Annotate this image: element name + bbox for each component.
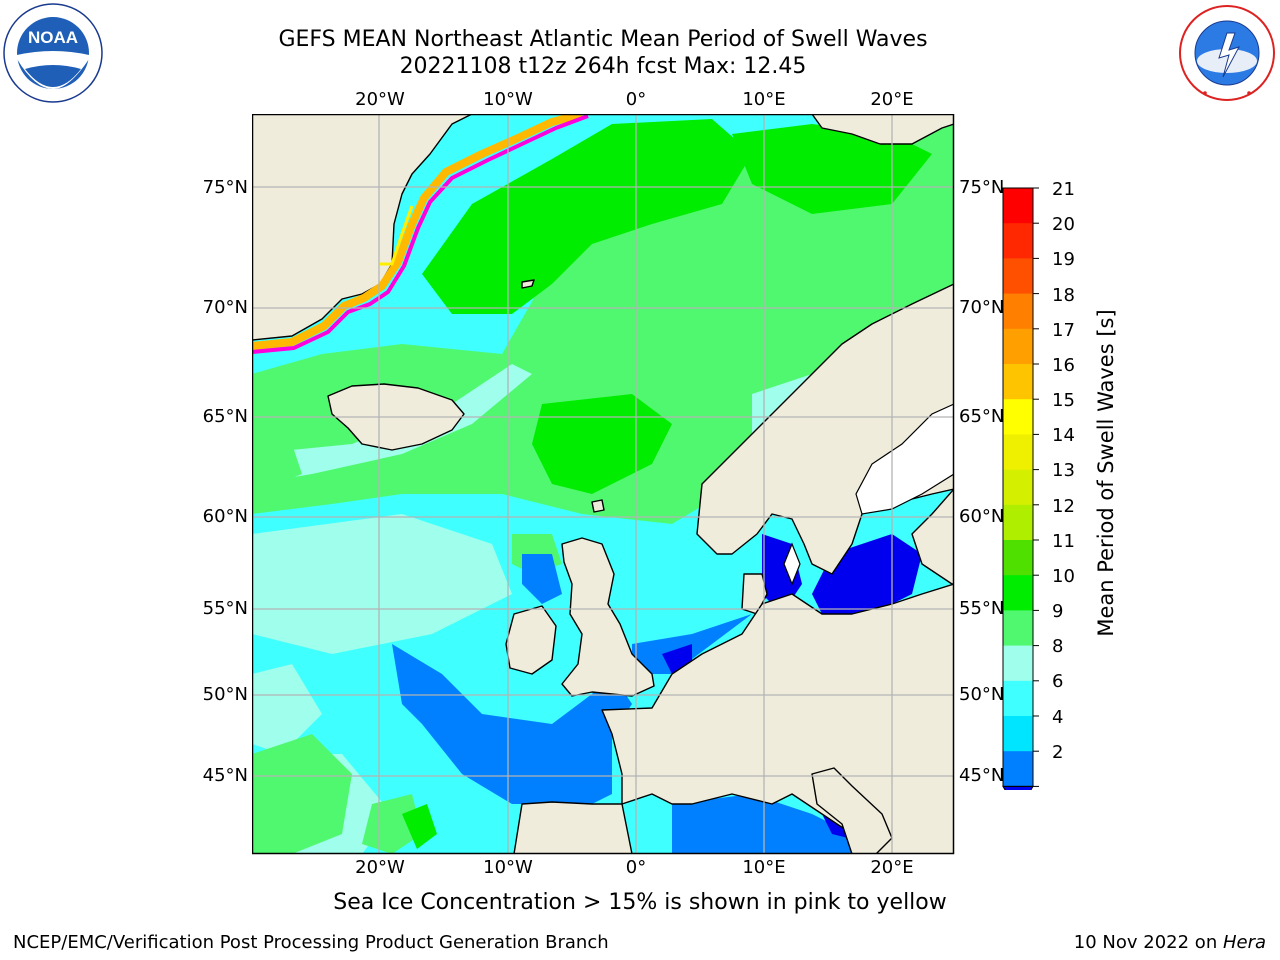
colorbar-tick-15: 15: [1052, 390, 1075, 411]
colorbar-tick-11: 11: [1052, 531, 1075, 552]
map-frame: [252, 114, 955, 855]
colorbar-band-11-12: [1003, 540, 1033, 576]
colorbar-frame: [1002, 187, 1034, 787]
colorbar-band-19-20: [1003, 258, 1033, 295]
footer-date-text: 10 Nov 2022 on: [1073, 932, 1223, 953]
lon-label-top-10w: 10°W: [483, 89, 533, 110]
colorbar-band-20-21: [1003, 223, 1033, 259]
lat-label-right-60n: 60°N: [959, 506, 1005, 527]
lon-label-top-20e: 20°E: [870, 89, 914, 110]
colorbar-band-14-15: [1003, 434, 1033, 471]
colorbar-band-17-18: [1003, 328, 1033, 365]
colorbar: [1002, 187, 1039, 790]
colorbar-band-6-8: [1003, 680, 1033, 717]
colorbar-tick-13: 13: [1052, 460, 1075, 481]
colorbar-band-21-22: [1003, 188, 1033, 224]
lat-label-right-50n: 50°N: [959, 684, 1005, 705]
map-border: [252, 114, 955, 855]
lat-label-right-55n: 55°N: [959, 598, 1005, 619]
svg-text:NOAA: NOAA: [28, 28, 78, 47]
sea-ice-note: Sea Ice Concentration > 15% is shown in …: [333, 890, 947, 915]
lon-label-bottom-10e: 10°E: [742, 857, 786, 878]
lat-label-right-65n: 65°N: [959, 406, 1005, 427]
lat-label-left-45n: 45°N: [202, 765, 248, 786]
lon-label-bottom-0: 0°: [625, 857, 647, 878]
noaa-logo: NOAA: [3, 3, 103, 103]
graticule: [252, 114, 954, 854]
map-field: [252, 114, 954, 854]
colorbar-band-16-17: [1003, 364, 1033, 400]
colorbar-under-extension: [1002, 785, 1034, 790]
lat-label-left-75n: 75°N: [202, 177, 248, 198]
colorbar-tick-19: 19: [1052, 249, 1075, 270]
lakes: [783, 403, 954, 586]
colorbar-band-9-10: [1003, 610, 1033, 647]
lat-label-right-45n: 45°N: [959, 765, 1005, 786]
colorbar-band-10-11: [1003, 575, 1033, 611]
lon-label-top-10e: 10°E: [742, 89, 786, 110]
colorbar-band-18-19: [1003, 293, 1033, 330]
lat-label-left-60n: 60°N: [202, 506, 248, 527]
colorbar-tick-6: 6: [1052, 671, 1064, 692]
lon-label-bottom-10w: 10°W: [483, 857, 533, 878]
colorbar-band-4-6: [1003, 716, 1033, 752]
colorbar-tick-9: 9: [1052, 601, 1064, 622]
footer-date: 10 Nov 2022 on Hera: [1074, 932, 1266, 953]
colorbar-tick-2: 2: [1052, 742, 1064, 763]
title-line-2: 20221108 t12z 264h fcst Max: 12.45: [399, 54, 807, 79]
colorbar-band-2-4: [1003, 751, 1033, 787]
footer-credit: NCEP/EMC/Verification Post Processing Pr…: [13, 932, 609, 953]
lon-label-bottom-20w: 20°W: [355, 857, 405, 878]
sea-ice: [252, 114, 589, 354]
colorbar-title: Mean Period of Swell Waves [s]: [1094, 309, 1118, 637]
lat-label-left-50n: 50°N: [202, 684, 248, 705]
colorbar-band-15-16: [1003, 399, 1033, 435]
title-line-1: GEFS MEAN Northeast Atlantic Mean Period…: [278, 27, 928, 52]
lat-label-right-75n: 75°N: [959, 177, 1005, 198]
lat-label-left-70n: 70°N: [202, 297, 248, 318]
colorbar-band-13-14: [1003, 469, 1033, 506]
colorbar-tick-12: 12: [1052, 496, 1075, 517]
nws-logo: [1178, 4, 1276, 102]
colorbar-band-8-9: [1003, 645, 1033, 682]
colorbar-tick-18: 18: [1052, 285, 1075, 306]
lon-label-top-20w: 20°W: [355, 89, 405, 110]
colorbar-tick-4: 4: [1052, 707, 1064, 728]
lat-label-right-70n: 70°N: [959, 297, 1005, 318]
colorbar-tick-21: 21: [1052, 179, 1075, 200]
footer-host: Hera: [1222, 932, 1266, 953]
colorbar-tick-10: 10: [1052, 566, 1075, 587]
lon-label-top-0: 0°: [625, 89, 647, 110]
lon-label-bottom-20e: 20°E: [870, 857, 914, 878]
colorbar-tick-17: 17: [1052, 320, 1075, 341]
colorbar-tick-20: 20: [1052, 214, 1075, 235]
lat-label-left-65n: 65°N: [202, 406, 248, 427]
colorbar-tick-14: 14: [1052, 425, 1075, 446]
colorbar-tick-8: 8: [1052, 636, 1064, 657]
lat-label-left-55n: 55°N: [202, 598, 248, 619]
colorbar-band-12-13: [1003, 504, 1033, 541]
colorbar-tick-16: 16: [1052, 355, 1075, 376]
